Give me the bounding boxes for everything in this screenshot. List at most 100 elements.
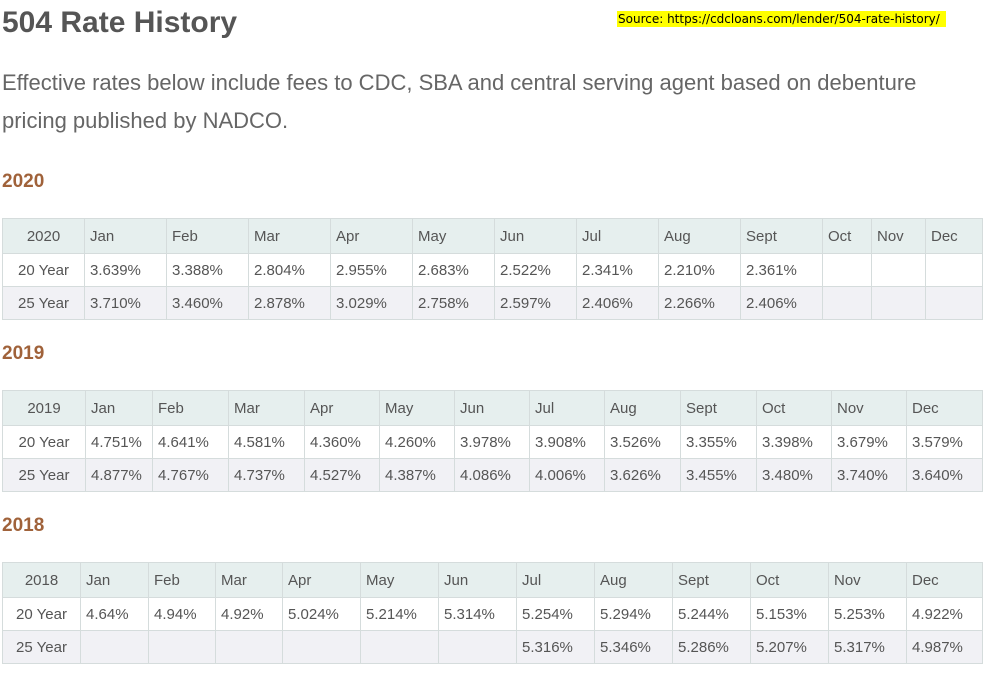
header-month-cell: Jul [529, 390, 605, 426]
header-month-cell: Dec [906, 562, 983, 598]
rate-cell: 5.294% [594, 597, 673, 631]
rate-cell: 3.355% [680, 425, 757, 459]
rate-table-2019: 2019 Jan Feb Mar Apr May Jun Jul Aug Sept Oct Nov De… [2, 390, 983, 492]
term-label-cell: 20 Year [2, 597, 81, 631]
year-heading-2018: 2018 [2, 515, 45, 536]
table-row: 20 Year 4.64% 4.94% 4.92% 5.024% 5.214% 5.314%… [2, 597, 983, 631]
rate-cell [871, 286, 926, 320]
rate-cell: 2.210% [658, 253, 741, 287]
rate-cell: 3.740% [831, 458, 907, 492]
header-month-cell: May [412, 218, 495, 254]
rate-cell: 2.804% [248, 253, 331, 287]
term-label-cell: 25 Year [2, 630, 81, 664]
rate-cell: 3.398% [756, 425, 832, 459]
header-year-cell: 2019 [2, 390, 86, 426]
rate-cell: 4.260% [379, 425, 455, 459]
year-heading-2020: 2020 [2, 171, 45, 192]
header-month-cell: Sept [680, 390, 757, 426]
rate-cell: 4.987% [906, 630, 983, 664]
header-year-cell: 2020 [2, 218, 85, 254]
header-month-cell: Mar [215, 562, 283, 598]
rate-cell [871, 253, 926, 287]
rate-cell: 3.526% [604, 425, 681, 459]
table-row: 25 Year 3.710% 3.460% 2.878% 3.029% 2.758% 2.5… [2, 286, 983, 320]
term-label-cell: 20 Year [2, 425, 86, 459]
header-month-cell: Mar [248, 218, 331, 254]
header-month-cell: Oct [822, 218, 872, 254]
header-month-cell: Aug [594, 562, 673, 598]
table-header-row: 2018 Jan Feb Mar Apr May Jun Jul Aug Sept Oct Nov De… [2, 562, 983, 598]
rate-cell: 5.024% [282, 597, 361, 631]
term-label-cell: 25 Year [2, 286, 85, 320]
rate-cell [925, 253, 983, 287]
header-month-cell: Jun [454, 390, 530, 426]
rate-cell: 4.737% [228, 458, 305, 492]
header-month-cell: Sept [740, 218, 823, 254]
header-month-cell: Jun [438, 562, 517, 598]
rate-cell: 2.955% [330, 253, 413, 287]
header-month-cell: Jul [576, 218, 659, 254]
header-month-cell: Nov [871, 218, 926, 254]
rate-cell: 3.640% [906, 458, 983, 492]
rate-cell: 2.266% [658, 286, 741, 320]
header-month-cell: Dec [925, 218, 983, 254]
rate-cell [925, 286, 983, 320]
term-label-cell: 25 Year [2, 458, 86, 492]
rate-cell: 3.480% [756, 458, 832, 492]
header-month-cell: May [379, 390, 455, 426]
header-month-cell: Apr [282, 562, 361, 598]
rate-cell: 5.316% [516, 630, 595, 664]
rate-cell: 3.579% [906, 425, 983, 459]
year-heading-2019: 2019 [2, 343, 45, 364]
rate-cell: 2.683% [412, 253, 495, 287]
table-row: 20 Year 3.639% 3.388% 2.804% 2.955% 2.683% 2.5… [2, 253, 983, 287]
header-month-cell: Dec [906, 390, 983, 426]
rate-cell: 4.086% [454, 458, 530, 492]
rate-cell [360, 630, 439, 664]
rate-cell: 4.387% [379, 458, 455, 492]
rate-cell: 2.341% [576, 253, 659, 287]
header-year-cell: 2018 [2, 562, 81, 598]
rate-cell: 4.922% [906, 597, 983, 631]
rate-cell: 4.527% [304, 458, 380, 492]
rate-cell: 4.94% [148, 597, 216, 631]
rate-cell [215, 630, 283, 664]
table-row: 25 Year 5.316% 5.346% 5.286% 5.207% 5.317% 4.9… [2, 630, 983, 664]
rate-table-2018: 2018 Jan Feb Mar Apr May Jun Jul Aug Sept Oct Nov De… [2, 562, 983, 664]
rate-cell: 3.908% [529, 425, 605, 459]
rate-cell: 2.406% [740, 286, 823, 320]
header-month-cell: Jul [516, 562, 595, 598]
header-month-cell: Feb [148, 562, 216, 598]
header-month-cell: Mar [228, 390, 305, 426]
rate-cell: 4.767% [152, 458, 229, 492]
rate-cell: 5.207% [750, 630, 829, 664]
rate-cell: 2.878% [248, 286, 331, 320]
rate-cell: 3.710% [84, 286, 167, 320]
rate-cell: 3.388% [166, 253, 249, 287]
header-month-cell: Apr [330, 218, 413, 254]
rate-cell: 3.029% [330, 286, 413, 320]
rate-cell: 5.214% [360, 597, 439, 631]
header-month-cell: Feb [166, 218, 249, 254]
rate-cell: 5.286% [672, 630, 751, 664]
rate-cell [438, 630, 517, 664]
source-note: Source: https://cdcloans.com/lender/504-… [617, 11, 946, 27]
rate-cell: 3.626% [604, 458, 681, 492]
term-label-cell: 20 Year [2, 253, 85, 287]
rate-cell: 4.877% [85, 458, 153, 492]
header-month-cell: May [360, 562, 439, 598]
rate-cell: 3.455% [680, 458, 757, 492]
rate-cell: 2.522% [494, 253, 577, 287]
rate-cell: 5.317% [828, 630, 907, 664]
rate-cell: 2.758% [412, 286, 495, 320]
rate-cell [80, 630, 149, 664]
rate-cell: 5.346% [594, 630, 673, 664]
table-header-row: 2020 Jan Feb Mar Apr May Jun Jul Aug Sept Oct Nov De… [2, 218, 983, 254]
intro-text: Effective rates below include fees to CD… [2, 70, 917, 133]
table-header-row: 2019 Jan Feb Mar Apr May Jun Jul Aug Sept Oct Nov De… [2, 390, 983, 426]
rate-cell: 3.639% [84, 253, 167, 287]
header-month-cell: Jun [494, 218, 577, 254]
rate-cell: 5.153% [750, 597, 829, 631]
rate-cell: 5.254% [516, 597, 595, 631]
rate-cell [822, 286, 872, 320]
